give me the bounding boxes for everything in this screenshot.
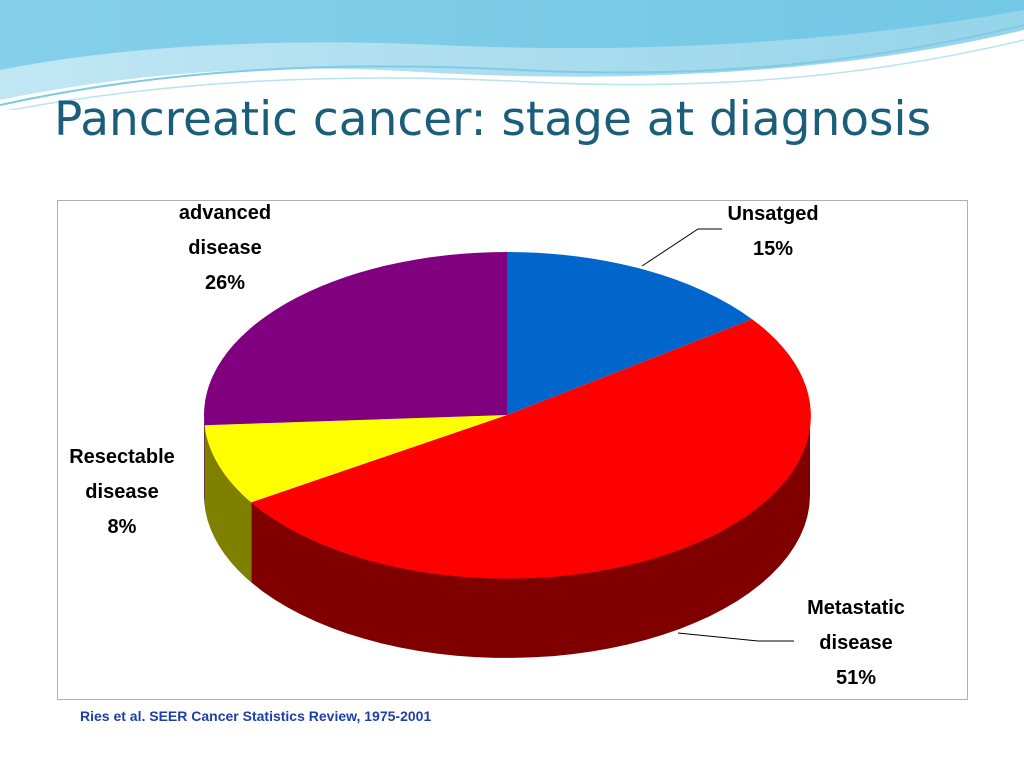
slide-title: Pancreatic cancer: stage at diagnosis [54,92,932,147]
leader-line-1 [677,632,794,642]
background-wave-decoration [0,0,1024,110]
pie-slice-1 [251,319,811,579]
data-label-0: Unsatged 15% [727,203,818,260]
data-label-3: advanced disease 26% [179,202,271,294]
pie-slice-0 [507,252,753,415]
data-label-3-line-1: disease [188,237,261,259]
pie-side-2 [204,425,252,583]
data-label-0-line-1: 15% [753,238,793,260]
data-label-1-line-0: Metastatic [807,597,905,619]
data-label-1-line-1: disease [819,632,892,654]
chart-frame: Unsatged 15% Metastatic disease 51% Resectabl… [57,200,968,700]
source-citation: Ries et al. SEER Cancer Statistics Revie… [80,708,432,724]
data-label-1-line-2: 51% [836,667,876,689]
data-label-3-line-0: advanced [179,202,271,224]
data-label-1: Metastatic disease 51% [807,597,905,689]
data-label-2: Resectable disease 8% [69,446,175,538]
pie-side-1 [251,415,810,658]
pie-slice-3 [204,252,507,426]
data-label-0-line-0: Unsatged [727,203,818,225]
pie-slice-2 [204,415,507,503]
data-label-2-line-0: Resectable [69,446,175,468]
pie-chart: Unsatged 15% Metastatic disease 51% Resectabl… [69,202,905,689]
data-label-3-line-2: 26% [205,272,245,294]
pie-side-3 [204,415,205,506]
data-label-2-line-1: disease [85,481,158,503]
data-label-2-line-2: 8% [108,516,137,538]
leader-line-0 [641,228,722,267]
